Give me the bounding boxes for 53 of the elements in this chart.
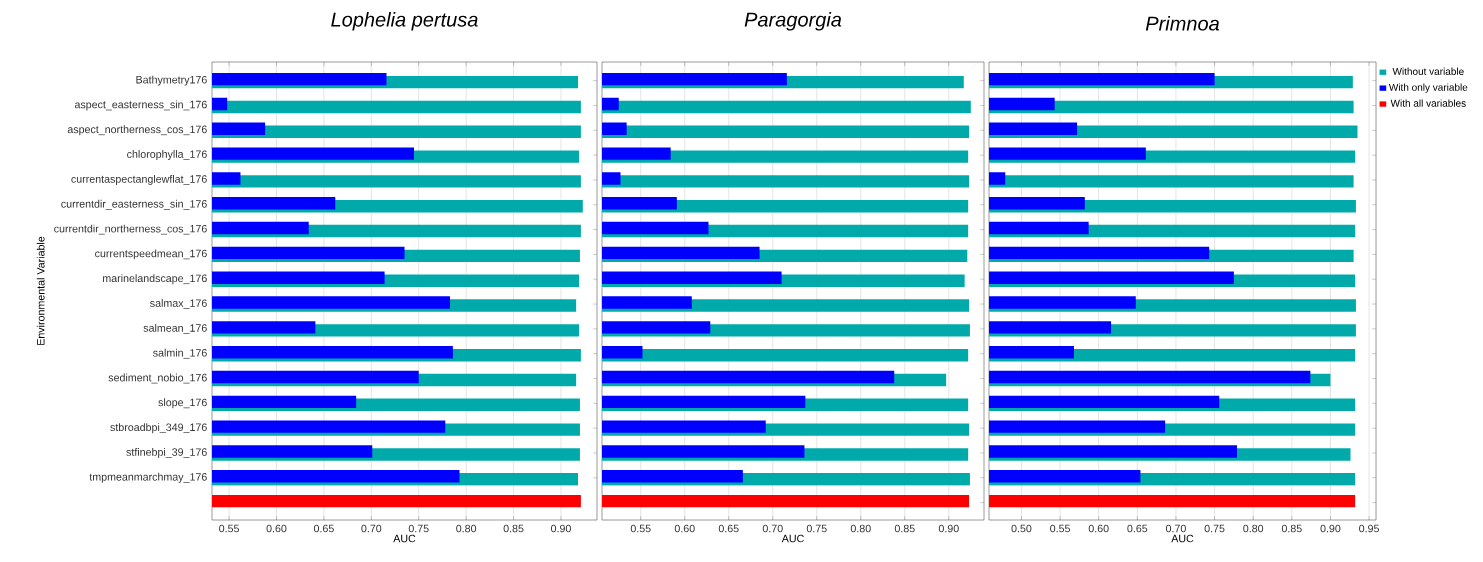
x-tick-label: 0.90 [551,524,571,533]
x-tick-label: 0.85 [894,524,915,533]
y-tick-label: stfinebpi_39_176 [126,448,207,458]
y-tick-label: aspect_northerness_cos_176 [67,125,207,136]
y-tick-label: currentspeedmean_176 [95,249,207,260]
y-axis-title: Environmental Variable [36,236,45,345]
y-tick-label: currentdir_easterness_sin_176 [61,199,207,210]
y-tick-label: Bathymetry176 [136,75,207,86]
x-tick-label: 0.65 [313,524,334,533]
x-tick-label: 0.75 [408,524,429,533]
y-tick-label: salmean_176 [143,323,207,334]
y-tick-label: sediment_nobio_176 [108,373,207,384]
x-tick-label: 0.80 [456,524,477,533]
x-tick-label: 0.70 [1165,524,1186,533]
y-tick-label: currentaspectanglewflat_176 [71,174,207,185]
x-tick-label: 0.60 [674,524,695,533]
x-tick-label: 0.70 [361,524,382,533]
x-axis-title: AUC [781,534,804,543]
chart-title: Lophelia pertusa [331,11,478,31]
x-tick-label: 0.55 [630,524,651,533]
x-tick-label: 0.95 [1359,524,1379,533]
legend-label: With only variable [1388,83,1468,93]
y-tick-label: marinelandscape_176 [103,274,207,285]
x-tick-label: 0.65 [718,524,739,533]
x-tick-label: 0.65 [1127,524,1148,533]
x-tick-label: 0.55 [219,524,239,533]
y-tick-label: chlorophylla_176 [127,150,207,161]
y-tick-label: salmax_176 [150,299,207,309]
legend-label: Without variable [1392,67,1464,75]
x-tick-label: 0.80 [1243,524,1264,533]
x-axis-title: AUC [393,534,416,543]
y-tick-label: stbroadbpi_349_176 [110,423,207,434]
x-tick-label: 0.75 [1204,524,1225,533]
x-tick-label: 0.85 [1281,524,1302,533]
x-axis-title: AUC [1171,534,1194,543]
legend-label: With all variables [1390,99,1466,107]
y-tick-label: tmpmeanmarchmay_176 [89,472,207,483]
y-tick-label: currentdir_northerness_cos_176 [54,224,207,235]
chart-title: Primnoa [1145,15,1220,31]
x-tick-label: 0.55 [1050,524,1070,533]
y-tick-label: salmin_176 [153,348,207,359]
x-tick-label: 0.90 [1320,524,1341,533]
y-tick-label: aspect_easterness_sin_176 [74,100,207,111]
x-tick-label: 0.80 [850,524,871,533]
x-tick-label: 0.85 [503,524,524,533]
x-tick-label: 0.60 [1088,524,1109,533]
x-tick-label: 0.75 [806,524,827,533]
x-tick-label: 0.60 [266,524,287,533]
x-tick-label: 0.90 [938,524,959,533]
x-tick-label: 0.50 [1011,524,1032,533]
chart-title: Paragorgia [744,11,842,31]
x-tick-label: 0.70 [762,524,783,533]
y-tick-label: slope_176 [158,398,207,409]
